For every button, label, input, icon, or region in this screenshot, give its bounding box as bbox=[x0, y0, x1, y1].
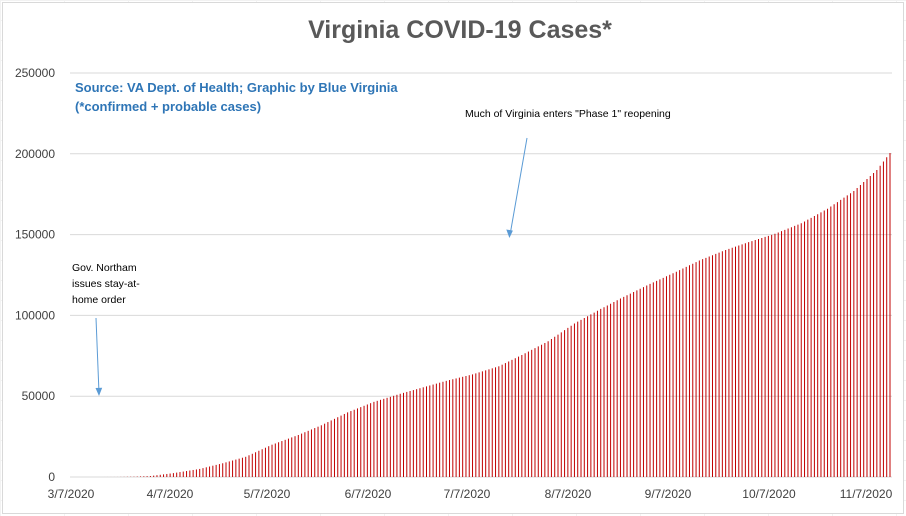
x-tick-label: 4/7/2020 bbox=[147, 487, 194, 501]
x-tick-label: 11/7/2020 bbox=[840, 487, 893, 501]
annotation-stay-at-home-line: issues stay-at- bbox=[72, 278, 140, 290]
annotation-arrowhead-phase1 bbox=[506, 229, 513, 238]
source-note-text: (*confirmed + probable cases) bbox=[75, 99, 261, 114]
annotation-stay-at-home-line: Gov. Northam bbox=[72, 262, 137, 274]
x-tick-label: 6/7/2020 bbox=[345, 487, 392, 501]
y-tick-label: 200000 bbox=[15, 147, 55, 161]
annotation-phase1: Much of Virginia enters "Phase 1" reopen… bbox=[465, 108, 671, 120]
x-tick-label: 7/7/2020 bbox=[444, 487, 491, 501]
annotation-arrowhead-stay-at-home bbox=[95, 387, 103, 396]
source-text: Source: VA Dept. of Health; Graphic by B… bbox=[75, 80, 398, 95]
annotation-arrow-phase1 bbox=[509, 137, 528, 236]
x-tick-label: 5/7/2020 bbox=[244, 487, 291, 501]
y-tick-label: 150000 bbox=[15, 228, 55, 242]
x-tick-label: 8/7/2020 bbox=[545, 487, 592, 501]
x-tick-label: 9/7/2020 bbox=[645, 487, 692, 501]
x-tick-label: 10/7/2020 bbox=[742, 487, 796, 501]
x-axis-ticks: 3/7/2020 4/7/2020 5/7/2020 6/7/2020 7/7/2020… bbox=[48, 487, 893, 501]
chart-title: Virginia COVID-19 Cases* bbox=[308, 16, 612, 44]
bars bbox=[74, 152, 891, 477]
y-axis-ticks: 0 50000 100000 150000 200000 250000 bbox=[15, 66, 55, 484]
annotation-stay-at-home-line: home order bbox=[72, 294, 126, 306]
y-tick-label: 100000 bbox=[15, 308, 55, 322]
annotation-stay-at-home: Gov. Northam issues stay-at-home order bbox=[72, 262, 140, 306]
x-tick-label: 3/7/2020 bbox=[48, 487, 95, 501]
y-tick-label: 50000 bbox=[22, 389, 56, 403]
y-tick-label: 250000 bbox=[15, 66, 55, 80]
y-tick-label: 0 bbox=[48, 470, 55, 484]
annotation-arrow-stay-at-home bbox=[95, 317, 100, 394]
